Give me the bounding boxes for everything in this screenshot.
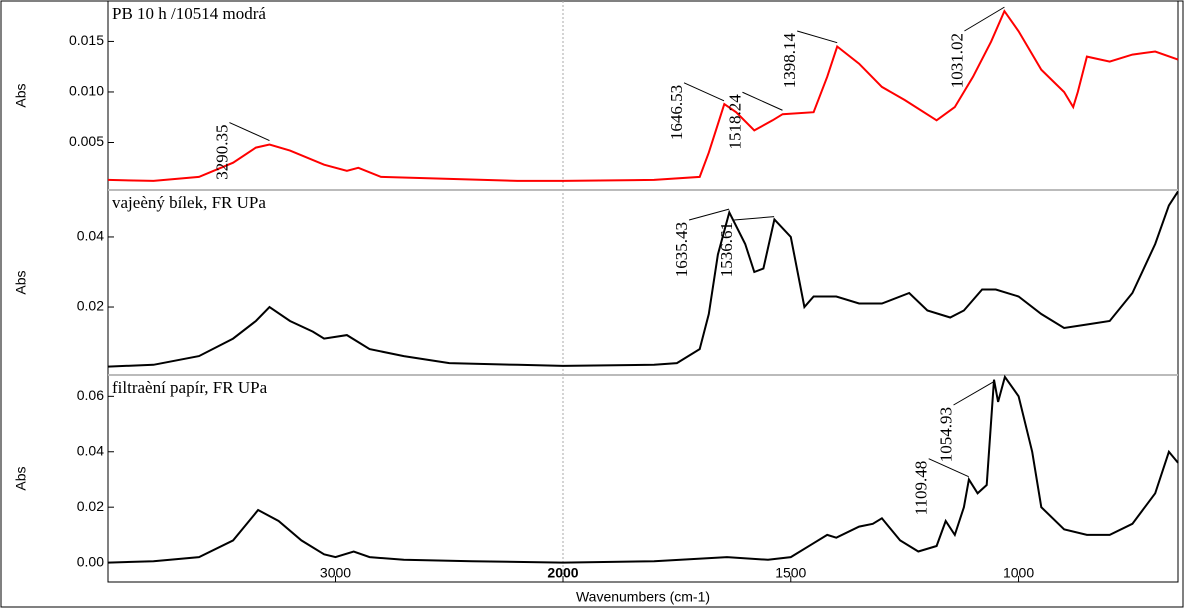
peak-leader xyxy=(229,122,270,141)
y-tick-label: 0.010 xyxy=(69,83,104,99)
y-tick-label: 0.005 xyxy=(69,133,104,149)
peak-leader xyxy=(683,82,725,102)
panel-title: vajeèný bílek, FR UPa xyxy=(112,193,266,212)
x-tick-label: 3000 xyxy=(320,565,351,581)
y-tick-label: 0.06 xyxy=(77,387,104,403)
peak-label: 1635.43 xyxy=(672,222,691,277)
spectrum-line xyxy=(107,9,1179,182)
y-axis-label: Abs xyxy=(13,466,29,490)
y-tick-label: 0.04 xyxy=(77,228,104,244)
spectrum-line xyxy=(107,374,1179,564)
peak-leader xyxy=(928,458,969,478)
peak-label: 1398.14 xyxy=(780,33,799,89)
panel-title: filtraèní papír, FR UPa xyxy=(112,378,268,397)
peak-label: 1054.93 xyxy=(936,407,955,462)
peak-leader xyxy=(964,6,1005,32)
peak-leader xyxy=(742,91,783,111)
peak-label: 1646.53 xyxy=(667,85,686,140)
y-tick-label: 0.00 xyxy=(77,553,104,569)
peak-label: 1536.61 xyxy=(717,222,736,277)
panel-title: PB 10 h /10514 modrá xyxy=(112,4,266,23)
y-axis-label: Abs xyxy=(13,270,29,294)
spectrum-line xyxy=(107,190,1179,368)
plot-frame xyxy=(107,0,1179,583)
y-tick-label: 0.04 xyxy=(77,442,104,458)
y-axis-label: Abs xyxy=(13,83,29,107)
x-tick-label: 1500 xyxy=(775,565,806,581)
peak-label: 1031.02 xyxy=(947,33,966,88)
peak-leader xyxy=(688,208,730,221)
peak-leader xyxy=(797,30,838,44)
x-tick-label: 1000 xyxy=(1003,565,1034,581)
y-tick-label: 0.02 xyxy=(77,498,104,514)
peak-leader xyxy=(953,381,994,406)
peak-leader xyxy=(734,216,775,221)
y-tick-label: 0.02 xyxy=(77,298,104,314)
peak-label: 1109.48 xyxy=(912,461,931,516)
x-tick-label: 2000 xyxy=(547,565,578,581)
peak-label: 3290.35 xyxy=(212,125,231,180)
peak-label: 1518.24 xyxy=(725,94,744,150)
x-axis-label: Wavenumbers (cm-1) xyxy=(576,589,710,605)
y-tick-label: 0.015 xyxy=(69,32,104,48)
